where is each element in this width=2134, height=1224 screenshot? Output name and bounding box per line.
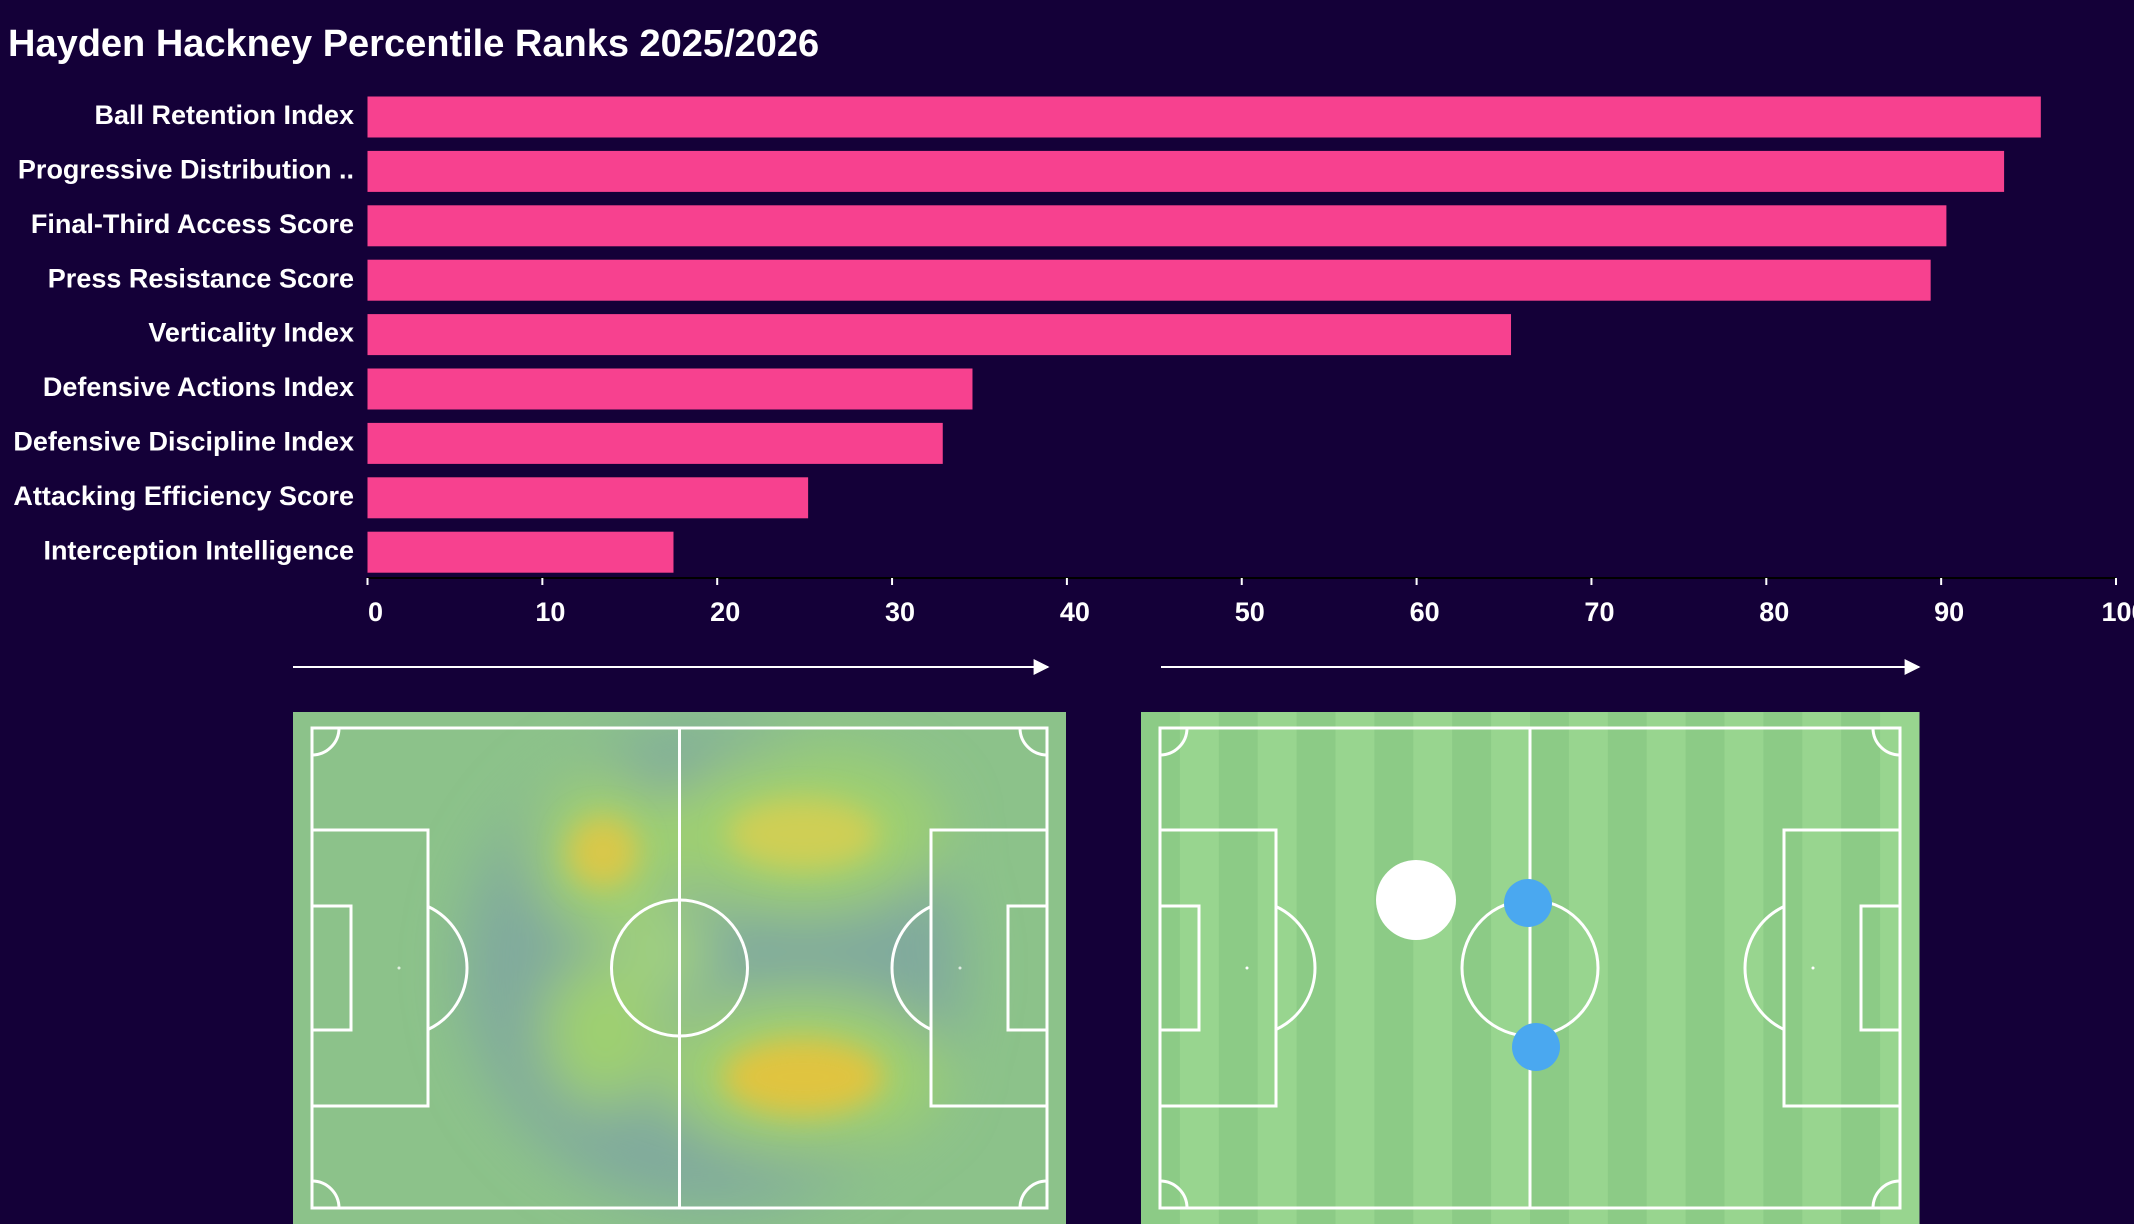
y-tick-label: Progressive Distribution .. bbox=[18, 155, 354, 185]
bar bbox=[367, 314, 1512, 356]
teammate-position bbox=[1504, 879, 1552, 927]
pitch-stripe bbox=[1491, 712, 1531, 1224]
x-tick-label: 50 bbox=[1235, 597, 1265, 627]
center-circle bbox=[610, 898, 749, 1038]
x-tick-label: 70 bbox=[1584, 597, 1614, 627]
y-tick-label: Verticality Index bbox=[148, 318, 354, 348]
penalty-box bbox=[1782, 828, 1900, 1108]
penalty-arc bbox=[1743, 905, 1785, 1031]
pitch-stripe bbox=[1413, 712, 1453, 1224]
heatmap bbox=[463, 728, 963, 1208]
penalty-spot bbox=[397, 966, 401, 970]
six-yard-box bbox=[1160, 904, 1201, 1032]
y-tick-label: Ball Retention Index bbox=[94, 100, 354, 130]
pitch-stripe bbox=[1568, 712, 1609, 1224]
x-tick-label: 30 bbox=[885, 597, 915, 627]
penalty-spot bbox=[1811, 966, 1815, 970]
pitch-stripe bbox=[1335, 712, 1375, 1224]
bar bbox=[367, 368, 973, 410]
pitch-stripe bbox=[1374, 712, 1414, 1224]
pitch-stripe bbox=[1218, 712, 1259, 1224]
penalty-spot bbox=[1245, 966, 1249, 970]
bar bbox=[367, 205, 1947, 247]
x-tick-label: 20 bbox=[710, 597, 740, 627]
six-yard-box bbox=[1859, 904, 1900, 1032]
x-tick-label: 10 bbox=[535, 597, 565, 627]
x-tick-label: 100 bbox=[2101, 597, 2134, 627]
y-tick-label: Defensive Actions Index bbox=[43, 372, 354, 402]
player-position bbox=[1376, 860, 1456, 940]
y-tick-label: Interception Intelligence bbox=[43, 535, 354, 565]
teammate-position bbox=[1512, 1023, 1560, 1071]
pitch-stripe bbox=[1646, 712, 1687, 1224]
penalty-box bbox=[929, 828, 1047, 1108]
x-tick-label: 40 bbox=[1060, 597, 1090, 627]
x-tick-label: 0 bbox=[368, 597, 383, 627]
heatmap-core bbox=[568, 799, 883, 1115]
bar bbox=[367, 150, 2005, 192]
six-yard-box bbox=[1006, 904, 1047, 1032]
six-yard-box bbox=[312, 904, 353, 1032]
penalty-box bbox=[312, 828, 430, 1108]
bar bbox=[367, 259, 1931, 301]
penalty-arc bbox=[1275, 905, 1317, 1031]
bar bbox=[367, 531, 674, 573]
corner-arcs bbox=[1159, 727, 1901, 1209]
pitch-stripe bbox=[1802, 712, 1842, 1224]
pitch-stripe bbox=[1685, 712, 1725, 1224]
pitch-stripe bbox=[1607, 712, 1648, 1224]
x-tick-label: 60 bbox=[1410, 597, 1440, 627]
y-tick-label: Defensive Discipline Index bbox=[13, 427, 354, 457]
y-tick-label: Attacking Efficiency Score bbox=[13, 481, 354, 511]
penalty-spot bbox=[958, 966, 962, 970]
y-tick-label: Press Resistance Score bbox=[48, 263, 354, 293]
x-tick-label: 80 bbox=[1759, 597, 1789, 627]
penalty-arc bbox=[427, 905, 469, 1031]
chart-title: Hayden Hackney Percentile Ranks 2025/202… bbox=[8, 23, 819, 65]
corner-arcs bbox=[311, 727, 1048, 1209]
x-tick-label: 90 bbox=[1934, 597, 1964, 627]
penalty-arc bbox=[890, 905, 932, 1031]
pitch-stripe bbox=[1452, 712, 1492, 1224]
position-pitch bbox=[1141, 712, 1920, 1224]
penalty-box bbox=[1160, 828, 1278, 1108]
heatmap-pitch bbox=[293, 712, 1066, 1224]
pitch-stripe bbox=[1530, 712, 1570, 1224]
bar bbox=[367, 422, 943, 464]
bar bbox=[367, 477, 809, 519]
bar bbox=[367, 96, 2041, 138]
y-tick-label: Final-Third Access Score bbox=[31, 209, 354, 239]
pitch-markings bbox=[1158, 726, 1902, 1210]
